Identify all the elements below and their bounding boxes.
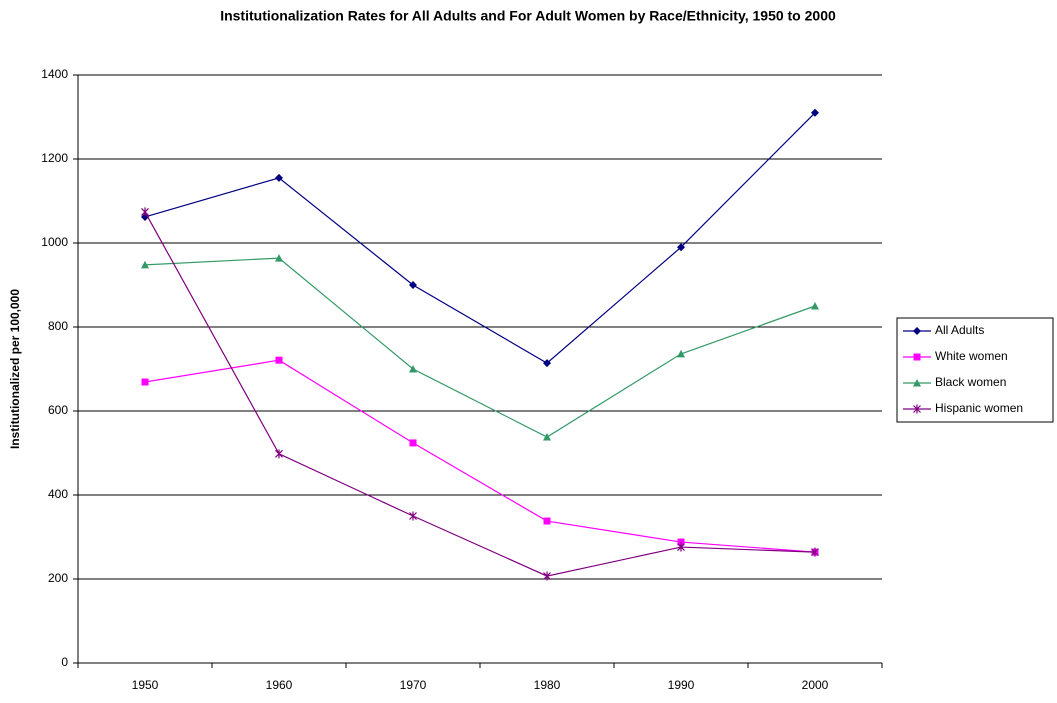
y-tick-label: 1400 — [41, 67, 68, 81]
data-point — [543, 433, 551, 441]
x-tick-label: 1960 — [266, 678, 293, 692]
data-point — [811, 302, 819, 310]
y-tick-label: 0 — [61, 655, 68, 669]
data-point — [275, 254, 283, 262]
data-point — [275, 449, 283, 459]
chart-title: Institutionalization Rates for All Adult… — [220, 8, 836, 24]
legend-label: All Adults — [935, 323, 984, 337]
legend-marker — [913, 327, 921, 335]
x-tick-label: 2000 — [802, 678, 829, 692]
y-tick-label: 1200 — [41, 151, 68, 165]
data-point — [275, 356, 283, 364]
data-point — [677, 349, 685, 358]
y-axis-title: Institutionalized per 100,000 — [8, 289, 22, 449]
series-line — [144, 257, 816, 438]
x-tick-label: 1950 — [132, 678, 159, 692]
data-point — [409, 439, 417, 447]
y-tick-label: 1000 — [41, 235, 68, 249]
data-point — [811, 547, 819, 557]
data-point — [141, 378, 149, 386]
data-point — [677, 243, 685, 252]
x-tick-label: 1990 — [668, 678, 695, 692]
data-point — [409, 365, 417, 373]
data-point — [543, 571, 551, 581]
data-point — [275, 173, 283, 182]
legend-marker — [913, 404, 921, 414]
data-point — [811, 108, 819, 117]
legend-label: White women — [935, 349, 1008, 363]
data-point — [543, 359, 551, 368]
series-line — [144, 211, 816, 577]
data-point — [543, 517, 551, 525]
legend-marker — [913, 379, 921, 387]
data-point — [141, 207, 149, 217]
legend-box — [896, 317, 1054, 423]
data-point — [141, 260, 149, 269]
data-point — [409, 511, 417, 521]
series-line — [144, 112, 816, 364]
legend-marker — [913, 353, 921, 361]
y-tick-label: 200 — [48, 571, 68, 585]
y-tick-label: 400 — [48, 487, 68, 501]
y-tick-label: 800 — [48, 319, 68, 333]
x-tick-label: 1980 — [534, 678, 561, 692]
data-point — [409, 281, 417, 289]
series-line — [144, 359, 816, 553]
data-point — [677, 538, 685, 546]
legend-label: Hispanic women — [935, 401, 1023, 415]
legend-label: Black women — [935, 375, 1006, 389]
x-tick-label: 1970 — [400, 678, 427, 692]
data-point — [677, 542, 685, 552]
y-tick-label: 600 — [48, 403, 68, 417]
